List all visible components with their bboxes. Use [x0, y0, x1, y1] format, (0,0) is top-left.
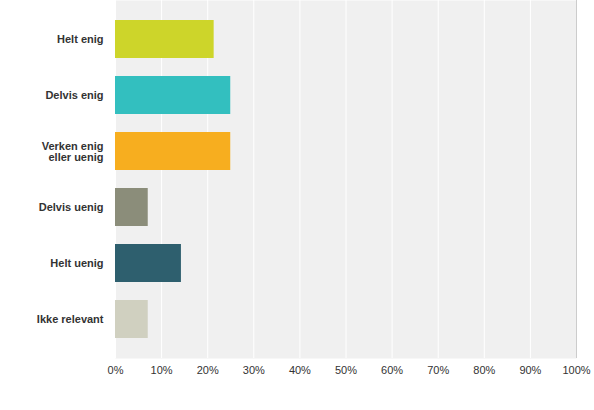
svg-text:100%: 100% [562, 364, 590, 376]
svg-text:80%: 80% [473, 364, 495, 376]
svg-text:20%: 20% [197, 364, 219, 376]
svg-text:Delvis uenig: Delvis uenig [39, 201, 104, 213]
svg-text:90%: 90% [519, 364, 541, 376]
svg-text:Helt uenig: Helt uenig [50, 257, 103, 269]
svg-text:Helt enig: Helt enig [57, 33, 103, 45]
svg-text:70%: 70% [427, 364, 449, 376]
svg-text:60%: 60% [381, 364, 403, 376]
svg-text:0%: 0% [108, 364, 124, 376]
svg-text:50%: 50% [335, 364, 357, 376]
svg-text:Verken enigeller uenig: Verken enigeller uenig [42, 140, 104, 163]
svg-text:Ikke relevant: Ikke relevant [37, 313, 104, 325]
svg-text:10%: 10% [151, 364, 173, 376]
svg-text:Delvis enig: Delvis enig [45, 89, 103, 101]
svg-text:30%: 30% [243, 364, 265, 376]
svg-text:40%: 40% [289, 364, 311, 376]
